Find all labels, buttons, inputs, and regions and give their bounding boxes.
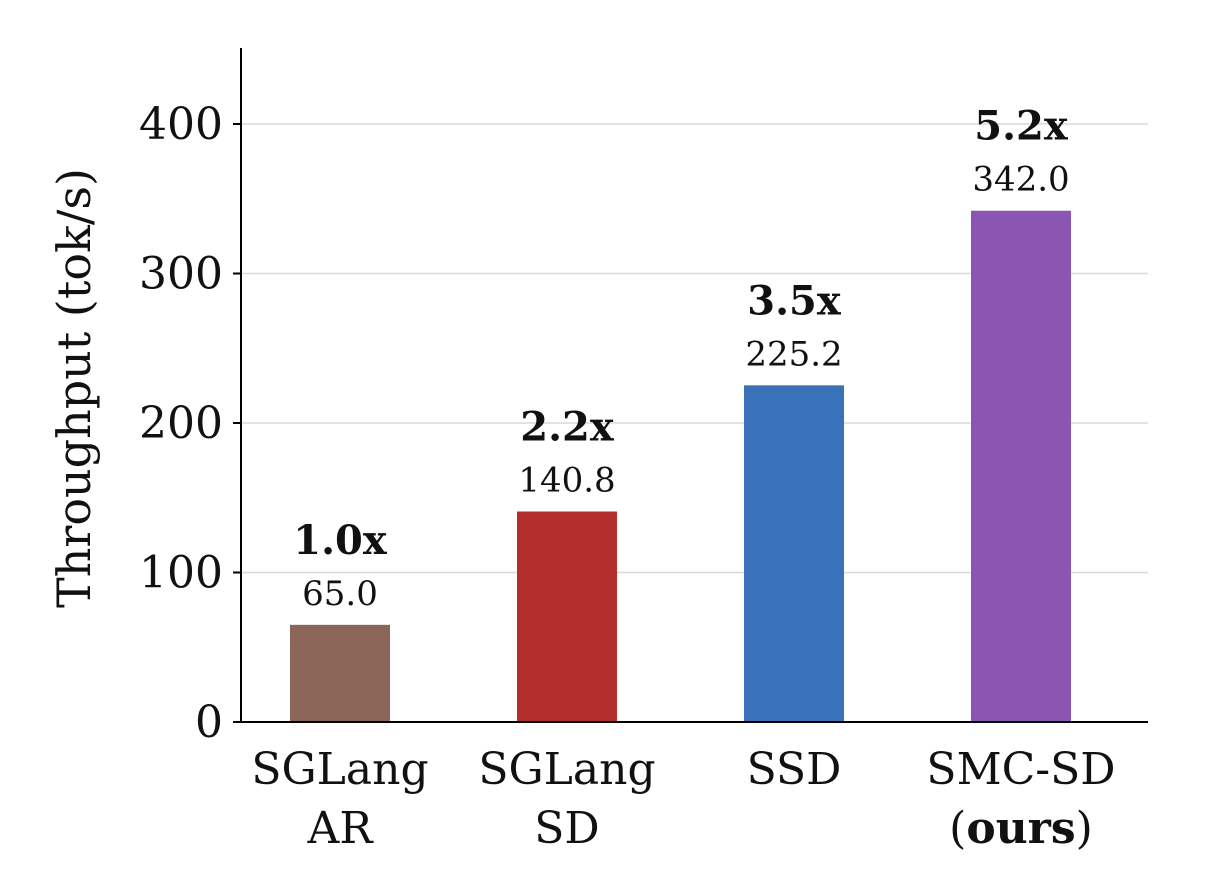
y-tick-label: 0 xyxy=(195,697,223,748)
bar xyxy=(290,624,390,722)
y-tick-label: 100 xyxy=(139,548,223,599)
y-tick-label: 200 xyxy=(139,398,223,449)
x-category-label-line2: AR xyxy=(307,803,375,854)
value-label: 140.8 xyxy=(518,461,615,501)
category-sublabel: SD xyxy=(534,803,599,854)
value-label: 225.2 xyxy=(745,334,842,374)
paren-close: ) xyxy=(1076,803,1093,854)
x-category-label: SSD xyxy=(747,744,842,795)
speedup-label: 3.5x xyxy=(747,277,842,324)
speedup-label: 2.2x xyxy=(520,404,615,451)
paren-open: ( xyxy=(949,803,966,854)
category-labels: SGLang AR SGLang SD SSD SMC-SD (ours) xyxy=(251,744,1115,854)
y-axis-title: Throughput (tok/s) xyxy=(47,168,101,608)
x-category-label: SMC-SD xyxy=(926,744,1115,795)
data-labels: 65.0 1.0x 140.8 2.2x 225.2 3.5x 342.0 5.2x xyxy=(293,103,1069,614)
y-tick-label: 400 xyxy=(139,99,223,150)
x-category-label: SGLang xyxy=(251,744,428,795)
category-sublabel: AR xyxy=(307,803,375,854)
bars xyxy=(290,210,1071,722)
axes xyxy=(240,48,1148,723)
value-label: 342.0 xyxy=(972,160,1069,200)
value-label: 65.0 xyxy=(302,574,378,614)
bar xyxy=(517,511,617,722)
y-tick-label: 300 xyxy=(139,249,223,300)
speedup-label: 1.0x xyxy=(293,517,388,564)
speedup-label: 5.2x xyxy=(974,103,1069,150)
y-ticks: 0 100 200 300 400 xyxy=(139,99,241,748)
x-category-label-line2: (ours) xyxy=(949,803,1093,854)
x-category-label-line2: SD xyxy=(534,803,599,854)
bar xyxy=(971,210,1071,722)
x-category-label: SGLang xyxy=(478,744,655,795)
bar xyxy=(744,385,844,722)
category-sublabel: ours xyxy=(966,803,1075,854)
